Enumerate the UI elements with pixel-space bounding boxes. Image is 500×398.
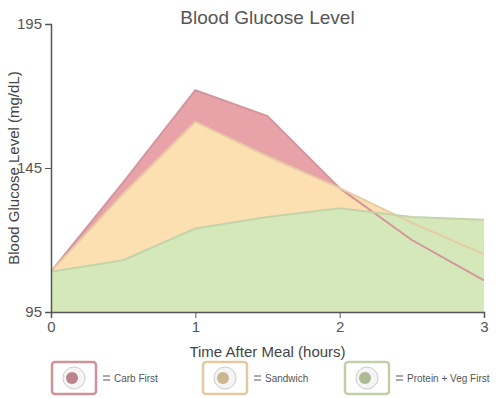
y-axis-title: Blood Glucose Level (mg/dL) bbox=[5, 71, 22, 264]
legend-label: Sandwich bbox=[265, 373, 308, 384]
legend-equals bbox=[254, 380, 261, 381]
legend-icon bbox=[214, 367, 236, 389]
legend-icon-food bbox=[217, 372, 229, 384]
legend-equals bbox=[103, 376, 110, 377]
tick: 0 bbox=[47, 312, 55, 335]
legend-icon bbox=[63, 367, 85, 389]
legend-icon bbox=[356, 367, 378, 389]
tick-mark bbox=[45, 168, 51, 169]
series-area bbox=[51, 122, 484, 312]
chart: 95 145 195 0 1 2 3 Blood Glucose Level Blood Glu… bbox=[0, 0, 500, 398]
legend-icon-food bbox=[359, 372, 371, 384]
tick: 2 bbox=[336, 312, 344, 335]
axis-line bbox=[45, 25, 52, 313]
tick-label: 3 bbox=[480, 318, 488, 335]
tick-label: 1 bbox=[192, 318, 200, 335]
legend-equals bbox=[396, 376, 403, 377]
plot: 95 145 195 0 1 2 3 bbox=[17, 15, 489, 334]
tick-mark bbox=[45, 24, 51, 25]
tick-label: 195 bbox=[17, 15, 42, 32]
legend-swatch bbox=[52, 362, 96, 394]
tick-label: 2 bbox=[336, 318, 344, 335]
legend-equals bbox=[396, 380, 403, 381]
legend: Carb First Sandwich Protein + Veg First bbox=[52, 362, 490, 394]
tick: 145 bbox=[17, 159, 51, 176]
tick: 1 bbox=[192, 312, 200, 335]
series-area bbox=[51, 208, 484, 312]
axis-line bbox=[52, 313, 485, 319]
legend-swatch bbox=[345, 362, 389, 394]
legend-label: Carb First bbox=[114, 373, 158, 384]
tick: 195 bbox=[17, 15, 51, 32]
legend-label: Protein + Veg First bbox=[407, 373, 490, 384]
series-line bbox=[51, 122, 484, 272]
legend-icon-food bbox=[66, 372, 78, 384]
y-axis: 95 145 195 bbox=[17, 15, 52, 320]
series-line bbox=[51, 90, 484, 280]
legend-equals bbox=[254, 376, 261, 377]
tick-label: 0 bbox=[47, 318, 55, 335]
x-axis-title: Time After Meal (hours) bbox=[189, 343, 345, 360]
tick-mark bbox=[45, 312, 51, 313]
legend-item: Sandwich bbox=[203, 362, 308, 394]
legend-item: Carb First bbox=[52, 362, 158, 394]
marks bbox=[51, 90, 484, 312]
legend-equals bbox=[103, 380, 110, 381]
tick: 3 bbox=[480, 312, 488, 335]
tick-label: 95 bbox=[25, 303, 42, 320]
series-area bbox=[51, 90, 484, 312]
title: Blood Glucose Level bbox=[180, 7, 354, 28]
x-axis: 0 1 2 3 bbox=[47, 312, 488, 335]
legend-item: Protein + Veg First bbox=[345, 362, 490, 394]
legend-swatch bbox=[203, 362, 247, 394]
series-line bbox=[51, 208, 484, 271]
